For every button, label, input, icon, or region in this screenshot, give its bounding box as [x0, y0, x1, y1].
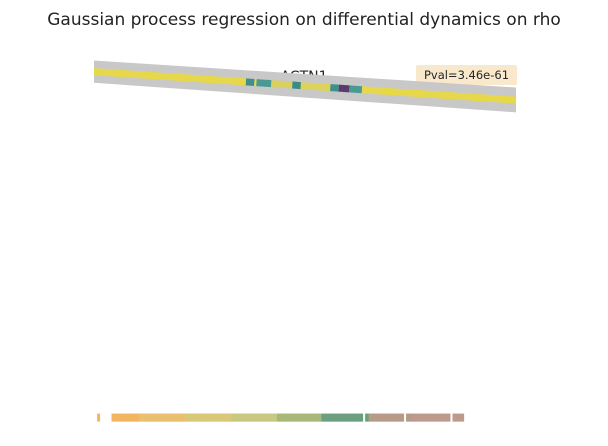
pval-box [416, 65, 517, 85]
rug-plot [97, 412, 465, 423]
pval-label: Pval=3.46e-61 [424, 68, 509, 82]
fit-line-segment [300, 82, 331, 92]
fit-line-segment [349, 85, 363, 94]
fit-line-segment [271, 80, 293, 89]
fit-line-segment [292, 81, 302, 90]
fit-line-segment [361, 86, 517, 104]
pval-annotation: Pval=3.46e-61 [416, 65, 517, 85]
gp-fit-line [93, 68, 517, 104]
fit-line-segment [330, 84, 339, 92]
fit-line-segment [93, 68, 247, 86]
chart-suptitle: Gaussian process regression on different… [47, 10, 561, 30]
fit-line-segment [245, 78, 255, 86]
fit-line-segment [256, 79, 272, 88]
fit-line-segment [338, 84, 350, 93]
